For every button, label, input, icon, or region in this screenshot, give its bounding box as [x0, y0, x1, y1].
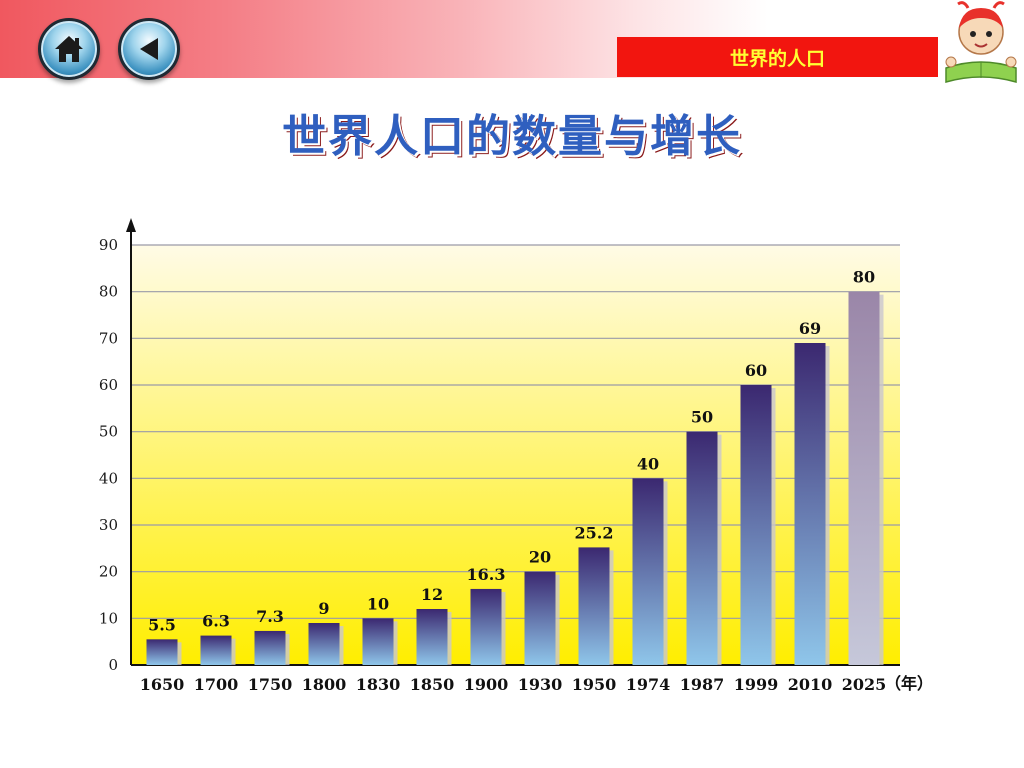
data-label: 50 [691, 408, 713, 427]
x-tick-label: 1800 [302, 675, 347, 694]
x-tick-label: 1974 [626, 675, 671, 694]
home-button[interactable] [38, 18, 100, 80]
bar [470, 588, 502, 665]
data-label: 5.5 [148, 615, 176, 634]
bar [362, 618, 394, 665]
page-title: 世界人口的数量与增长 [282, 111, 742, 162]
y-tick-label: 70 [99, 329, 118, 347]
bar [524, 571, 556, 665]
data-label: 7.3 [256, 607, 284, 626]
data-label: 12 [421, 585, 443, 604]
back-button[interactable] [118, 18, 180, 80]
home-icon [55, 36, 83, 62]
x-tick-label: 1650 [140, 675, 185, 694]
y-tick-label: 90 [99, 236, 118, 254]
bar [578, 547, 610, 665]
bar [416, 609, 448, 665]
x-tick-label: 1999 [734, 675, 779, 694]
data-label: 6.3 [202, 612, 230, 631]
bar [740, 385, 772, 665]
plot-background [131, 245, 900, 665]
x-tick-label: 1850 [410, 675, 455, 694]
x-tick-label: 1750 [248, 675, 293, 694]
bar [200, 635, 232, 665]
x-tick-label: 1987 [680, 675, 725, 694]
y-tick-label: 60 [99, 376, 118, 394]
y-axis-arrow [126, 218, 136, 232]
bar [632, 478, 664, 665]
bar [686, 431, 718, 665]
bar [254, 630, 286, 665]
data-label: 80 [853, 268, 875, 287]
y-tick-label: 0 [108, 656, 118, 674]
x-tick-label: 1900 [464, 675, 509, 694]
data-label: 10 [367, 594, 389, 613]
data-label: 9 [318, 599, 329, 618]
x-unit-label: （年） [885, 674, 933, 693]
data-label: 20 [529, 548, 551, 567]
y-tick-label: 50 [99, 423, 118, 441]
y-tick-label: 40 [99, 469, 118, 487]
x-tick-label: 2010 [788, 675, 833, 694]
x-tick-label: 1930 [518, 675, 563, 694]
y-tick-label: 20 [99, 563, 118, 581]
bar [308, 623, 340, 665]
x-tick-label: 1950 [572, 675, 617, 694]
back-arrow-icon [140, 38, 158, 60]
data-label: 25.2 [575, 523, 614, 542]
x-tick-label: 1700 [194, 675, 239, 694]
data-label: 16.3 [467, 565, 506, 584]
y-tick-label: 80 [99, 283, 118, 301]
y-tick-label: 10 [99, 609, 118, 627]
bar [146, 639, 178, 665]
section-label: 世界的人口 [617, 37, 938, 77]
y-tick-label: 30 [99, 516, 118, 534]
mascot-icon [945, 1, 1017, 83]
data-label: 60 [745, 361, 767, 380]
data-label: 40 [637, 454, 659, 473]
bar [794, 343, 826, 665]
data-label: 69 [799, 319, 821, 338]
bar-projected [848, 291, 880, 665]
x-tick-label: 1830 [356, 675, 401, 694]
x-tick-label: 2025 [842, 675, 887, 694]
